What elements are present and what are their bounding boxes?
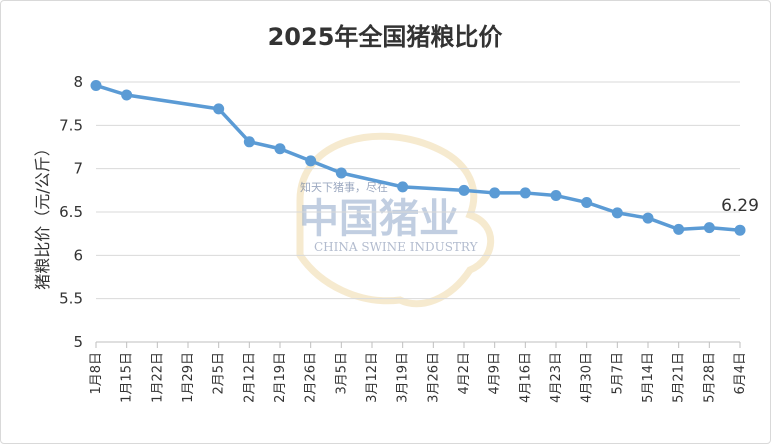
watermark-pig-outline [296,132,495,308]
x-tick-label: 2月19日 [273,352,288,403]
x-tick-label: 2月5日 [212,352,227,395]
x-tick-label: 5月7日 [610,352,625,395]
data-point [611,207,623,219]
x-tick-label: 3月12日 [365,352,380,403]
data-point [305,155,317,167]
data-label: 6.29 [721,196,759,216]
x-tick-label: 5月14日 [641,352,656,403]
y-axis-ticks: 5 5.5 6 6.5 7 7.5 8 [59,73,83,351]
grid [96,81,740,300]
watermark-tagline: 知天下猪事，尽在 [300,180,388,194]
data-point [243,136,255,148]
x-tick-label: 1月22日 [150,352,165,403]
data-point [121,89,133,101]
watermark-english: CHINA SWINE INDUSTRY [314,240,479,254]
data-point [734,224,746,236]
data-point [519,187,531,199]
data-point [489,187,501,199]
y-tick-label: 7 [73,160,83,178]
x-tick-label: 5月21日 [672,352,687,403]
data-point [397,181,409,193]
data-point [274,143,286,155]
x-tick-label: 4月16日 [518,352,533,403]
x-tick-label: 2月12日 [242,352,257,403]
watermark-brand: 中国猪业 [299,196,459,242]
x-tick-label: 3月5日 [334,352,349,395]
chart-title: 2025年全国猪粮比价 [268,23,504,51]
y-tick-label: 7.5 [59,116,83,134]
x-tick-label: 5月28日 [702,352,717,403]
data-point [335,167,347,179]
series-group [90,79,746,236]
data-point [703,222,715,234]
y-tick-label: 6 [73,246,83,264]
data-point [458,184,470,196]
x-tick-label: 4月9日 [488,352,503,395]
x-tick-label: 2月26日 [304,352,319,403]
y-tick-label: 5.5 [59,290,83,308]
y-tick-label: 8 [73,73,83,91]
x-axis-ticks: 1月8日 1月15日 1月22日 1月29日 2月5日 2月12日 2月19日 2月26日 3月… [89,352,748,403]
data-point [642,212,654,224]
x-tick-label: 4月2日 [457,352,472,395]
x-tick-label: 4月23日 [549,352,564,403]
y-tick-label: 5 [73,333,83,351]
x-tick-label: 3月26日 [426,352,441,403]
data-point [90,79,102,91]
y-tick-label: 6.5 [59,203,83,221]
y-axis-label: 猪粮比价（元/公斤） [33,140,52,289]
data-point [581,196,593,208]
data-point [673,223,685,235]
annotations: 6.29 [721,196,759,216]
x-tick-label: 6月4日 [733,352,748,395]
data-point [550,190,562,202]
x-tick-label: 1月29日 [181,352,196,403]
x-tick-label: 1月15日 [120,352,135,403]
x-tick-label: 1月8日 [89,352,104,395]
x-axis [95,341,741,348]
data-point [213,103,225,115]
watermark: 知天下猪事，尽在 中国猪业 CHINA SWINE INDUSTRY [296,132,495,308]
x-tick-label: 4月30日 [580,352,595,403]
x-tick-label: 3月19日 [396,352,411,403]
